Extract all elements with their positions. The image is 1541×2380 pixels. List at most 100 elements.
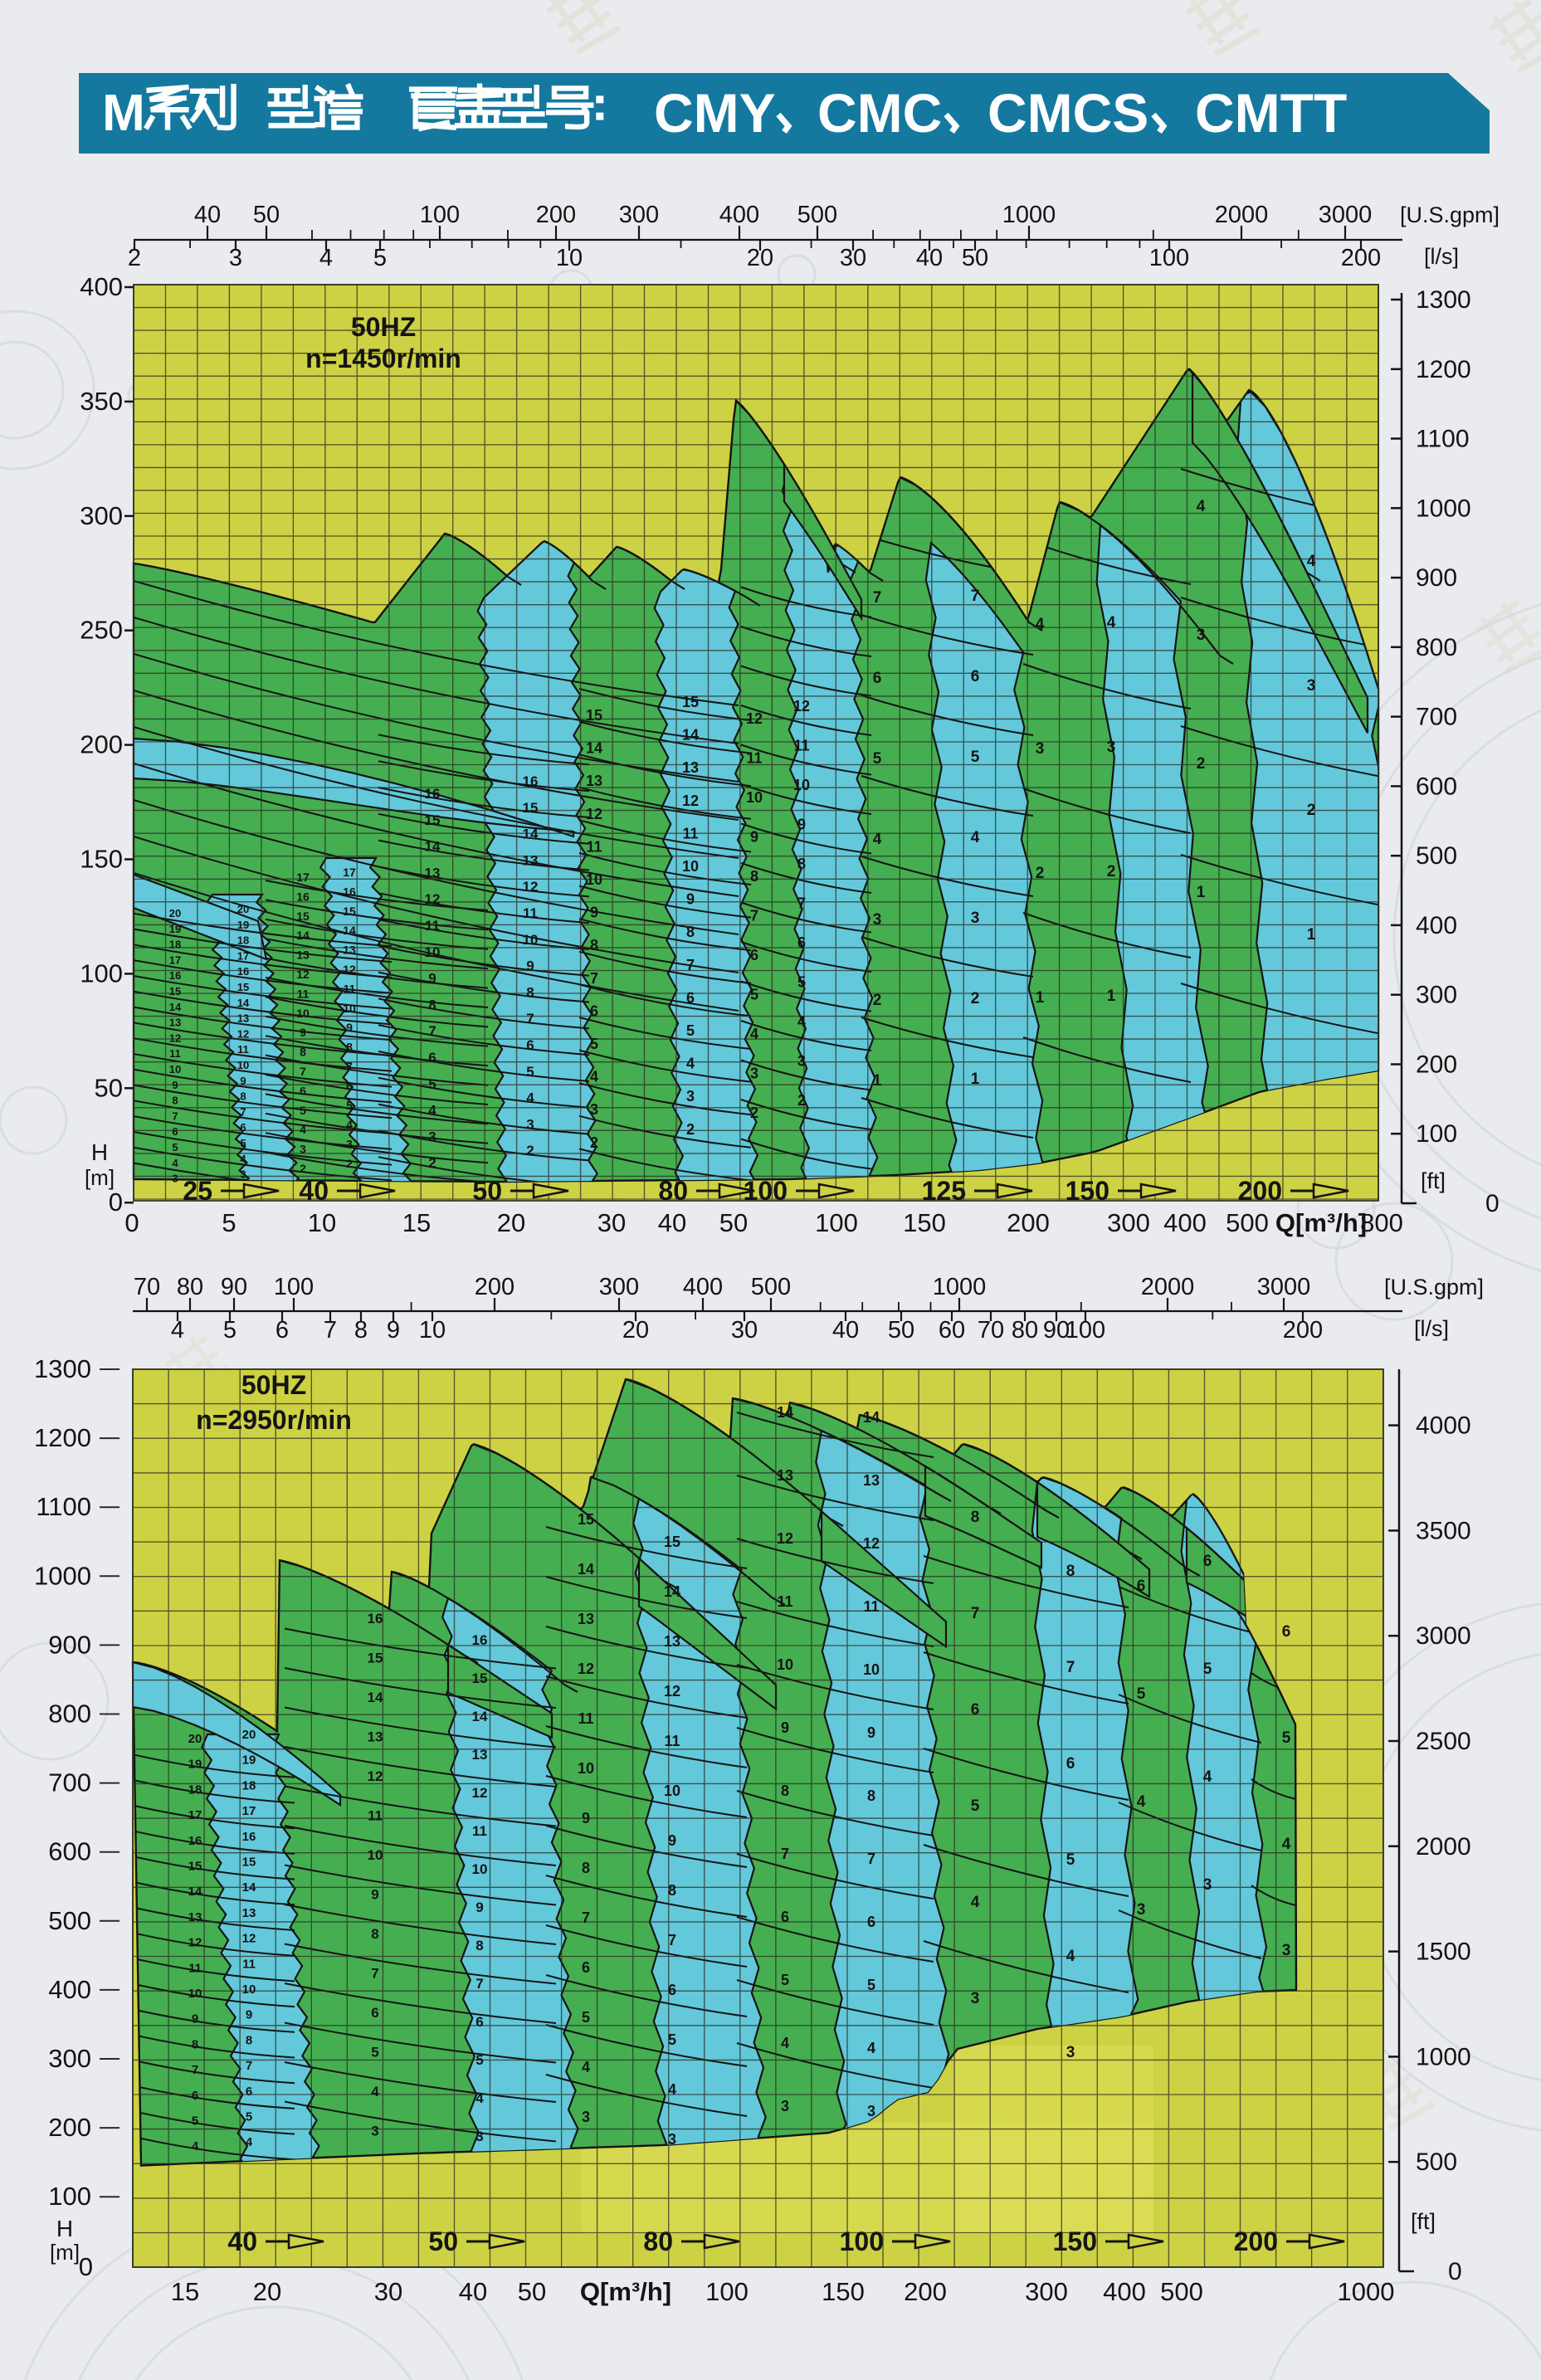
- svg-text:11: 11: [682, 825, 698, 841]
- svg-text:5: 5: [373, 245, 387, 271]
- svg-text:3: 3: [781, 2098, 789, 2114]
- svg-text:3: 3: [867, 2103, 875, 2119]
- svg-text:3: 3: [346, 1138, 353, 1151]
- svg-text:12: 12: [578, 1661, 594, 1677]
- svg-text:13: 13: [368, 1729, 383, 1745]
- svg-text:4: 4: [686, 1056, 695, 1072]
- svg-text:100: 100: [815, 1208, 858, 1237]
- svg-text:3: 3: [526, 1116, 534, 1132]
- svg-text:13: 13: [425, 865, 441, 880]
- svg-text:14: 14: [296, 929, 310, 942]
- svg-text:13: 13: [586, 773, 602, 789]
- svg-text:8: 8: [354, 1317, 368, 1344]
- svg-text:7: 7: [240, 1105, 246, 1118]
- svg-text:2: 2: [300, 1162, 306, 1175]
- svg-text:40: 40: [194, 202, 221, 228]
- svg-text:6: 6: [1137, 1578, 1146, 1595]
- svg-text:4: 4: [346, 1118, 353, 1131]
- svg-text:6: 6: [300, 1084, 306, 1097]
- svg-text:300: 300: [619, 202, 659, 228]
- svg-text:10: 10: [368, 1847, 383, 1863]
- svg-text:11: 11: [746, 750, 762, 767]
- svg-text:200: 200: [1007, 1208, 1050, 1237]
- svg-text:4: 4: [750, 1026, 758, 1042]
- svg-text:4: 4: [300, 1123, 306, 1136]
- svg-text:7: 7: [300, 1065, 306, 1078]
- svg-text:4: 4: [582, 2059, 590, 2075]
- svg-text:300: 300: [1416, 982, 1457, 1009]
- svg-text:2: 2: [686, 1121, 695, 1138]
- svg-text:10: 10: [425, 944, 441, 960]
- svg-text:12: 12: [237, 1027, 249, 1040]
- svg-text:6: 6: [781, 1909, 789, 1925]
- svg-text:2000: 2000: [1215, 202, 1269, 228]
- svg-text:15: 15: [682, 694, 699, 710]
- svg-text:10: 10: [237, 1059, 249, 1071]
- svg-text:13: 13: [578, 1611, 594, 1627]
- svg-text:9: 9: [590, 905, 598, 921]
- svg-text:15: 15: [523, 800, 539, 816]
- svg-text:200: 200: [1238, 1176, 1282, 1206]
- svg-text:400: 400: [1416, 912, 1457, 939]
- svg-text:90: 90: [221, 1274, 247, 1300]
- svg-text:20: 20: [253, 2277, 281, 2306]
- svg-text:[U.S.gpm]: [U.S.gpm]: [1400, 202, 1500, 227]
- svg-text:0: 0: [79, 2252, 93, 2281]
- svg-text:500: 500: [751, 1274, 791, 1300]
- svg-text:50HZ: 50HZ: [351, 312, 416, 342]
- svg-text:11: 11: [523, 905, 538, 921]
- svg-text:8: 8: [781, 1783, 789, 1799]
- svg-text:150: 150: [822, 2277, 865, 2306]
- svg-text:4: 4: [475, 2090, 484, 2106]
- svg-text:3: 3: [873, 911, 882, 929]
- svg-text:5: 5: [223, 1317, 237, 1344]
- svg-text:4: 4: [797, 1013, 806, 1030]
- svg-text:3000: 3000: [1319, 202, 1373, 228]
- svg-text:700: 700: [1416, 704, 1457, 731]
- svg-text:10: 10: [188, 1987, 202, 2001]
- svg-text:20: 20: [497, 1208, 525, 1237]
- svg-text:[l/s]: [l/s]: [1414, 1316, 1449, 1341]
- svg-text:100: 100: [80, 958, 123, 988]
- svg-text:900: 900: [48, 1630, 91, 1659]
- svg-text:8: 8: [246, 2033, 252, 2047]
- svg-text:1000: 1000: [933, 1274, 987, 1300]
- svg-text:7: 7: [526, 1011, 534, 1027]
- svg-text:8: 8: [582, 1860, 590, 1876]
- svg-text:3: 3: [1307, 677, 1316, 695]
- svg-text:4: 4: [1107, 614, 1116, 632]
- svg-text:2: 2: [873, 992, 882, 1009]
- svg-text:14: 14: [664, 1583, 680, 1600]
- svg-text:9: 9: [797, 817, 806, 833]
- svg-text:12: 12: [242, 1932, 256, 1946]
- svg-text:4: 4: [172, 1157, 178, 1169]
- svg-text:5: 5: [750, 987, 758, 1003]
- svg-text:Q[m³/h]: Q[m³/h]: [1275, 1208, 1367, 1237]
- svg-text:3: 3: [1107, 739, 1116, 756]
- svg-text:1: 1: [971, 1071, 980, 1088]
- svg-text:70: 70: [134, 1274, 160, 1300]
- svg-text:3: 3: [1282, 1942, 1291, 1959]
- svg-text:4: 4: [668, 2081, 676, 2098]
- svg-text:12: 12: [664, 1683, 680, 1700]
- svg-text:30: 30: [597, 1208, 626, 1237]
- svg-text:4: 4: [192, 2139, 199, 2153]
- svg-text:3: 3: [229, 245, 242, 271]
- svg-text:100: 100: [840, 2226, 884, 2256]
- svg-text:4: 4: [1066, 1948, 1075, 1965]
- svg-text:[U.S.gpm]: [U.S.gpm]: [1384, 1275, 1484, 1300]
- svg-text:8: 8: [475, 1938, 483, 1953]
- svg-text:15: 15: [188, 1860, 202, 1874]
- svg-text:400: 400: [1103, 2277, 1146, 2306]
- svg-text:3: 3: [1036, 740, 1045, 758]
- svg-text:60: 60: [939, 1317, 965, 1344]
- svg-text:50: 50: [95, 1073, 123, 1102]
- svg-text:40: 40: [299, 1176, 329, 1206]
- svg-text:[m]: [m]: [50, 2240, 80, 2265]
- svg-text:13: 13: [242, 1906, 256, 1920]
- svg-text:3: 3: [172, 1173, 178, 1185]
- svg-text:12: 12: [746, 710, 763, 727]
- svg-text:11: 11: [188, 1961, 202, 1975]
- svg-text:9: 9: [246, 2008, 252, 2022]
- svg-text:9: 9: [582, 1810, 590, 1826]
